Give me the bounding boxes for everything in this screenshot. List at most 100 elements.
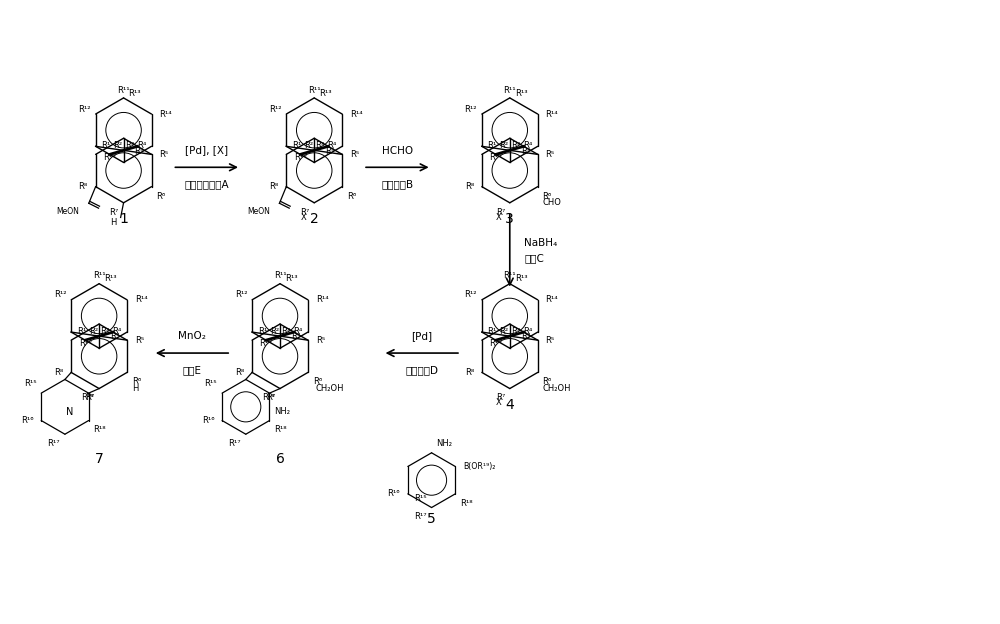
Text: R⁸: R⁸ xyxy=(235,368,244,377)
Text: R¹⁰: R¹⁰ xyxy=(79,339,91,348)
Text: CHO: CHO xyxy=(543,198,561,207)
Text: R⁴: R⁴ xyxy=(523,141,532,150)
Text: X: X xyxy=(496,398,502,407)
Text: R¹²: R¹² xyxy=(269,105,281,114)
Text: R¹⁶: R¹⁶ xyxy=(21,416,33,425)
Text: R¹⁷: R¹⁷ xyxy=(228,439,241,448)
Text: R¹⁴: R¹⁴ xyxy=(546,295,558,305)
Text: X: X xyxy=(301,213,306,222)
Text: CH₂OH: CH₂OH xyxy=(316,384,344,393)
Text: R⁵: R⁵ xyxy=(316,336,325,344)
Text: R²: R² xyxy=(499,141,509,150)
Text: R¹³: R¹³ xyxy=(515,275,527,283)
Text: R²: R² xyxy=(270,327,279,336)
Text: R¹: R¹ xyxy=(292,141,301,150)
Text: R¹⁰: R¹⁰ xyxy=(489,153,502,162)
Text: B(OR¹⁹)₂: B(OR¹⁹)₂ xyxy=(463,462,495,471)
Text: R¹⁵: R¹⁵ xyxy=(24,379,36,388)
Text: R⁴: R⁴ xyxy=(293,327,302,336)
Text: NH₂: NH₂ xyxy=(274,407,290,416)
Text: 溶剂E: 溶剂E xyxy=(183,365,202,375)
Text: R⁶: R⁶ xyxy=(543,378,552,386)
Text: R¹⁴: R¹⁴ xyxy=(316,295,329,305)
Text: R⁵: R⁵ xyxy=(546,150,555,159)
Text: CH₂OH: CH₂OH xyxy=(543,384,571,393)
Text: R¹²: R¹² xyxy=(78,105,91,114)
Text: R¹⁴: R¹⁴ xyxy=(546,110,558,119)
Text: R⁷: R⁷ xyxy=(266,394,275,402)
Text: R¹¹: R¹¹ xyxy=(93,271,105,280)
Text: R⁹: R⁹ xyxy=(134,147,144,156)
Text: R³: R³ xyxy=(511,327,520,336)
Text: R²: R² xyxy=(304,141,313,150)
Text: R¹⁸: R¹⁸ xyxy=(460,499,473,508)
Text: 碱，溶剂D: 碱，溶剂D xyxy=(405,365,438,375)
Text: NaBH₄: NaBH₄ xyxy=(524,238,558,248)
Text: R⁶: R⁶ xyxy=(156,192,166,200)
Text: H: H xyxy=(132,384,138,393)
Text: R²: R² xyxy=(113,141,122,150)
Text: R¹⁴: R¹⁴ xyxy=(350,110,363,119)
Text: R⁶: R⁶ xyxy=(543,192,552,200)
Text: R¹⁰: R¹⁰ xyxy=(103,153,116,162)
Text: R⁶: R⁶ xyxy=(313,378,322,386)
Text: R⁸: R⁸ xyxy=(79,182,88,191)
Text: R¹: R¹ xyxy=(258,327,267,336)
Text: R¹³: R¹³ xyxy=(515,89,527,97)
Text: R³: R³ xyxy=(125,141,134,150)
Text: R¹⁷: R¹⁷ xyxy=(47,439,60,448)
Text: R¹¹: R¹¹ xyxy=(117,85,130,95)
Text: R¹⁰: R¹⁰ xyxy=(294,153,306,162)
Text: R¹⁵: R¹⁵ xyxy=(205,379,217,388)
Text: MnO₂: MnO₂ xyxy=(178,331,206,341)
Text: R¹: R¹ xyxy=(77,327,86,336)
Text: R¹⁷: R¹⁷ xyxy=(414,512,427,522)
Text: R¹¹: R¹¹ xyxy=(503,271,516,280)
Text: R⁷: R⁷ xyxy=(496,208,505,217)
Text: R⁷: R⁷ xyxy=(496,394,505,402)
Text: 4: 4 xyxy=(505,398,514,412)
Text: R⁷: R⁷ xyxy=(300,208,309,217)
Text: R¹⁰: R¹⁰ xyxy=(260,339,272,348)
Text: R¹²: R¹² xyxy=(464,105,477,114)
Text: R¹⁴: R¹⁴ xyxy=(159,110,172,119)
Text: R⁹: R⁹ xyxy=(521,147,530,156)
Text: R⁶: R⁶ xyxy=(347,192,356,200)
Text: 5: 5 xyxy=(427,512,436,526)
Text: R¹³: R¹³ xyxy=(104,275,117,283)
Text: R³: R³ xyxy=(100,327,110,336)
Text: R¹⁶: R¹⁶ xyxy=(202,416,214,425)
Text: 溶剂C: 溶剂C xyxy=(524,253,544,263)
Text: R⁴: R⁴ xyxy=(523,327,532,336)
Text: 6: 6 xyxy=(276,452,284,466)
Text: R¹⁴: R¹⁴ xyxy=(135,295,148,305)
Text: 2: 2 xyxy=(310,212,319,226)
Text: X: X xyxy=(496,213,502,222)
Text: R⁵: R⁵ xyxy=(159,150,169,159)
Text: R²: R² xyxy=(499,327,509,336)
Text: R⁷: R⁷ xyxy=(85,394,94,402)
Text: 7: 7 xyxy=(95,452,104,466)
Text: MeON: MeON xyxy=(56,207,79,216)
Text: R⁷: R⁷ xyxy=(109,208,119,217)
Text: R⁵: R⁵ xyxy=(135,336,144,344)
Text: R⁸: R⁸ xyxy=(54,368,63,377)
Text: R²: R² xyxy=(89,327,98,336)
Text: R¹⁸: R¹⁸ xyxy=(82,394,94,402)
Text: 添加剂，溶剂A: 添加剂，溶剂A xyxy=(184,179,229,189)
Text: R⁹: R⁹ xyxy=(110,333,119,341)
Text: R¹³: R¹³ xyxy=(319,89,332,97)
Text: [Pd]: [Pd] xyxy=(411,331,432,341)
Text: R¹⁸: R¹⁸ xyxy=(274,426,287,434)
Text: R¹³: R¹³ xyxy=(128,89,141,97)
Text: R¹²: R¹² xyxy=(464,290,477,300)
Text: R³: R³ xyxy=(315,141,325,150)
Text: R¹²: R¹² xyxy=(235,290,247,300)
Text: R¹: R¹ xyxy=(101,141,110,150)
Text: R⁴: R⁴ xyxy=(327,141,337,150)
Text: R⁸: R⁸ xyxy=(465,182,474,191)
Text: HCHO: HCHO xyxy=(382,145,413,155)
Text: R⁵: R⁵ xyxy=(350,150,359,159)
Text: R⁴: R⁴ xyxy=(112,327,122,336)
Text: R⁴: R⁴ xyxy=(137,141,146,150)
